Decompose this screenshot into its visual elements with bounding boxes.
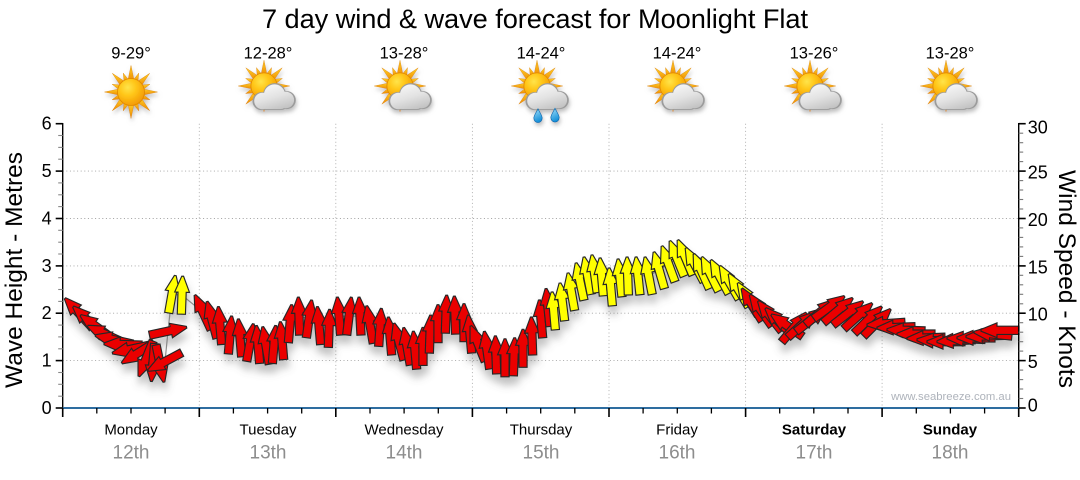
svg-text:7 day wind & wave forecast for: 7 day wind & wave forecast for Moonlight… [262, 3, 808, 34]
svg-text:9-29°: 9-29° [111, 45, 151, 63]
svg-text:Tuesday: Tuesday [240, 422, 297, 439]
svg-text:20: 20 [1028, 210, 1048, 230]
svg-text:13-26°: 13-26° [790, 45, 839, 63]
svg-text:13th: 13th [250, 443, 287, 464]
svg-text:12-28°: 12-28° [244, 45, 293, 63]
svg-text:30: 30 [1028, 118, 1048, 138]
svg-text:Thursday: Thursday [510, 422, 573, 439]
svg-text:14-24°: 14-24° [653, 45, 702, 63]
svg-text:0: 0 [42, 398, 52, 418]
svg-text:14th: 14th [386, 443, 423, 464]
svg-text:1: 1 [42, 351, 52, 371]
svg-text:Friday: Friday [656, 422, 698, 439]
svg-text:15: 15 [1028, 257, 1048, 277]
svg-text:18th: 18th [932, 443, 969, 464]
svg-text:4: 4 [42, 209, 52, 229]
svg-text:Sunday: Sunday [923, 422, 978, 439]
svg-text:14-24°: 14-24° [517, 45, 566, 63]
svg-text:Wind Speed - Knots: Wind Speed - Knots [1053, 170, 1080, 388]
svg-text:5: 5 [1028, 352, 1038, 372]
svg-text:13-28°: 13-28° [926, 45, 975, 63]
svg-text:Saturday: Saturday [782, 422, 847, 439]
svg-text:5: 5 [42, 161, 52, 181]
svg-text:15th: 15th [523, 443, 560, 464]
svg-text:17th: 17th [796, 443, 833, 464]
svg-text:10: 10 [1028, 305, 1048, 325]
svg-text:0: 0 [1028, 396, 1038, 416]
svg-text:6: 6 [42, 114, 52, 134]
svg-text:13-28°: 13-28° [380, 45, 429, 63]
svg-text:Wednesday: Wednesday [365, 422, 444, 439]
svg-text:12th: 12th [113, 443, 150, 464]
svg-text:Monday: Monday [104, 422, 158, 439]
svg-text:16th: 16th [659, 443, 696, 464]
svg-text:www.seabreeze.com.au: www.seabreeze.com.au [890, 391, 1011, 403]
svg-text:3: 3 [42, 256, 52, 276]
svg-text:Wave Height - Metres: Wave Height - Metres [1, 152, 28, 388]
svg-text:2: 2 [42, 303, 52, 323]
svg-text:25: 25 [1028, 163, 1048, 183]
